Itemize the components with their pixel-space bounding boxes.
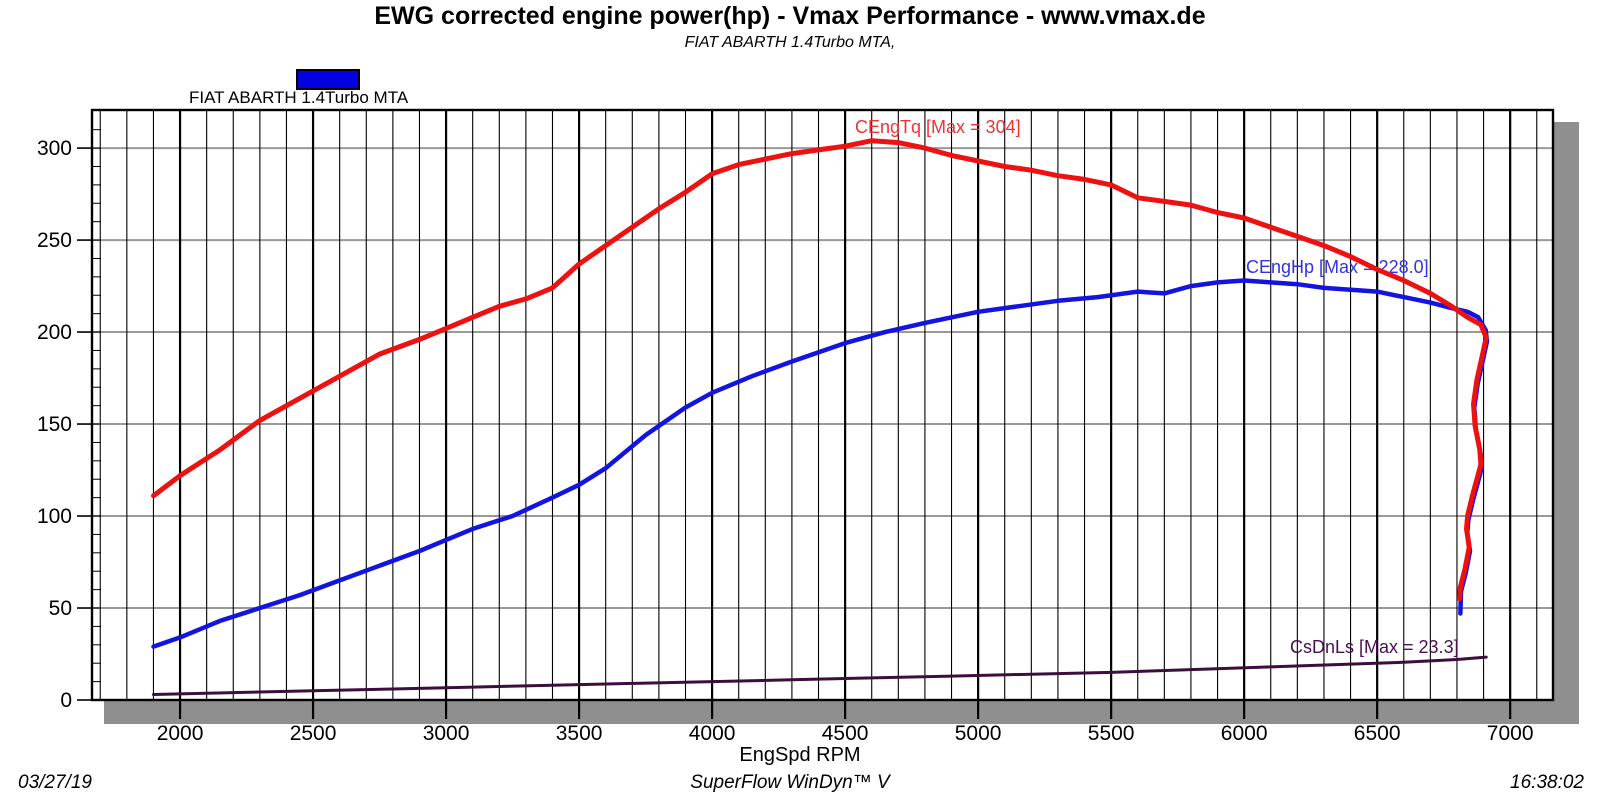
x-tick-label: 7000: [1487, 722, 1534, 745]
series-label-CsDnLs: CsDnLs [Max = 23.3]: [1290, 637, 1459, 657]
y-tick-label: 150: [37, 413, 72, 436]
series-label-CEngHp: CEngHp [Max = 228.0]: [1246, 257, 1429, 277]
series-label-CEngTq: CEngTq [Max = 304]: [855, 117, 1021, 137]
plot-border: [90, 108, 1555, 702]
legend-label: FIAT ABARTH 1.4Turbo MTA: [189, 88, 409, 107]
legend-color-swatch: [296, 69, 360, 90]
footer-time: 16:38:02: [1510, 772, 1584, 793]
y-tick-label: 200: [37, 321, 72, 344]
y-tick-label: 100: [37, 505, 72, 528]
x-tick-label: 4000: [689, 722, 736, 745]
y-tick-label: 0: [60, 689, 72, 712]
y-tick-label: 250: [37, 229, 72, 252]
x-tick-label: 2500: [290, 722, 337, 745]
series-CsDnLs: [152, 655, 1488, 696]
footer-date: 03/27/19: [18, 772, 92, 793]
x-tick-label: 5500: [1088, 722, 1135, 745]
x-tick-label: 5000: [955, 722, 1002, 745]
y-tick-label: 50: [49, 597, 72, 620]
y-tick-label: 300: [37, 137, 72, 160]
plot-face: [92, 110, 1553, 700]
x-tick-label: 3000: [423, 722, 470, 745]
x-tick-label: 3500: [556, 722, 603, 745]
x-tick-label: 6000: [1221, 722, 1268, 745]
footer-software: SuperFlow WinDyn™ V: [690, 772, 890, 793]
x-tick-label: 4500: [822, 722, 869, 745]
series-CEngTq: [151, 138, 1489, 602]
chart-subtitle: FIAT ABARTH 1.4Turbo MTA,: [684, 34, 896, 51]
x-axis-label: EngSpd RPM: [739, 744, 861, 766]
x-tick-label: 6500: [1354, 722, 1401, 745]
chart-title: EWG corrected engine power(hp) - Vmax Pe…: [374, 2, 1206, 30]
x-tick-label: 2000: [157, 722, 204, 745]
